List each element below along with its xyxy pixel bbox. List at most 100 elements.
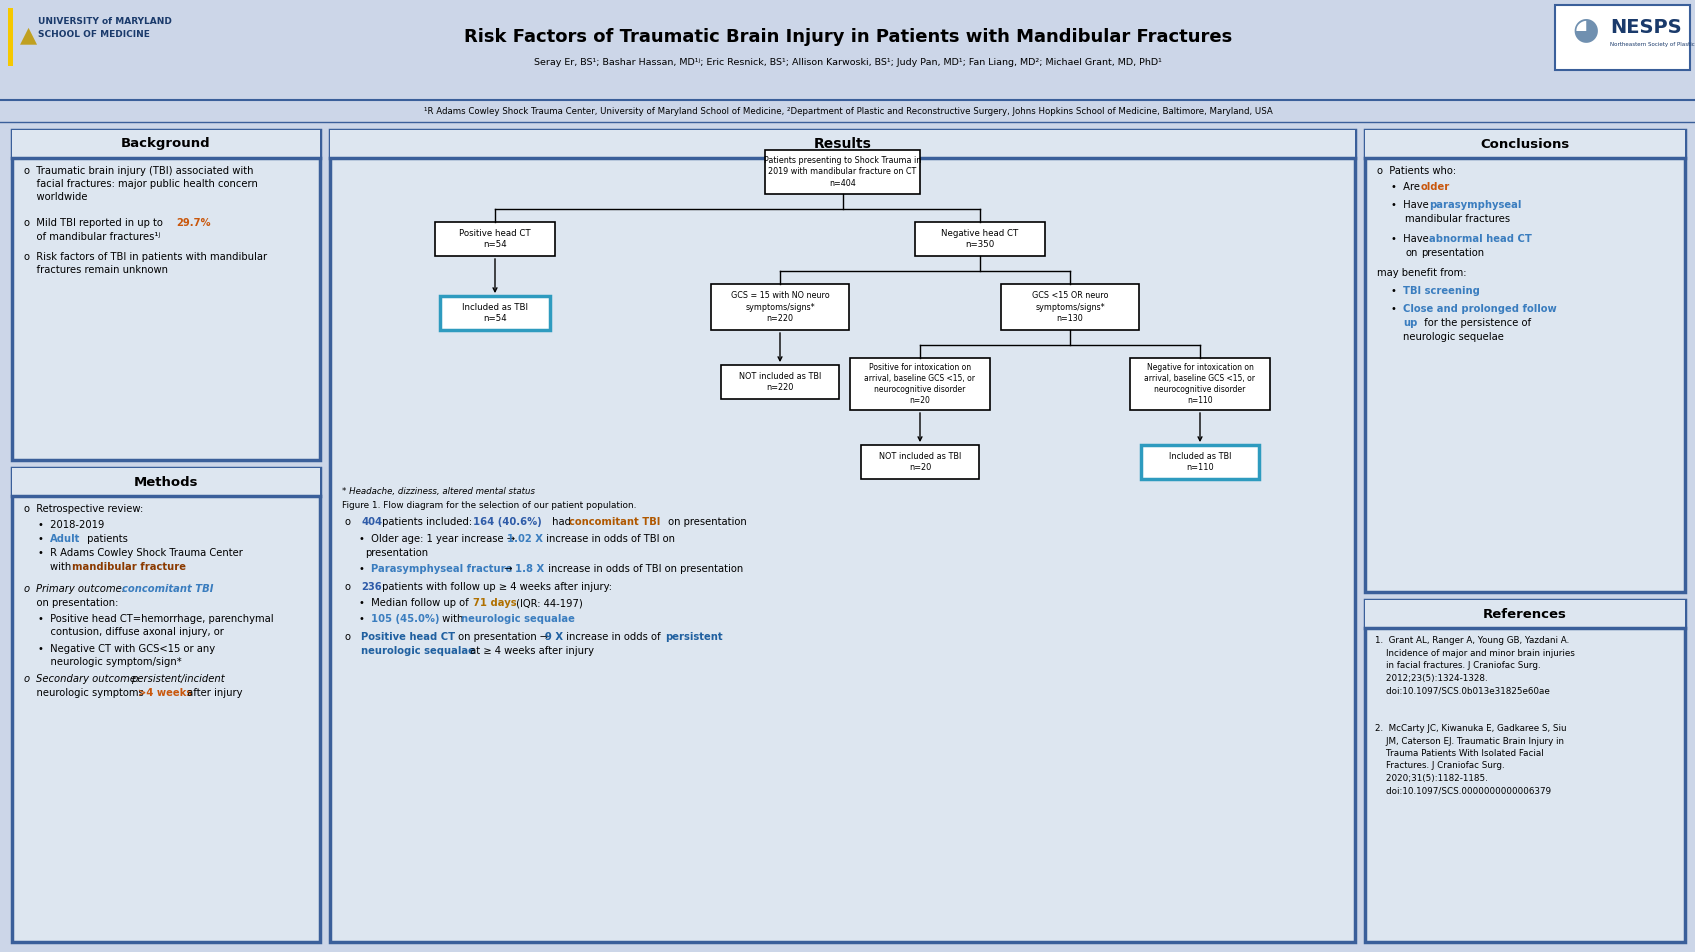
Text: presentation: presentation <box>1420 248 1485 258</box>
Text: Results: Results <box>814 137 871 151</box>
Text: →: → <box>502 564 515 574</box>
Text: increase in odds of TBI on: increase in odds of TBI on <box>542 534 675 544</box>
Text: Positive head CT: Positive head CT <box>361 632 456 642</box>
Text: •  R Adams Cowley Shock Trauma Center: • R Adams Cowley Shock Trauma Center <box>37 548 242 558</box>
Text: •  Are: • Are <box>1392 182 1424 192</box>
FancyBboxPatch shape <box>1141 445 1259 479</box>
FancyBboxPatch shape <box>12 130 320 460</box>
Text: •  Have: • Have <box>1392 234 1432 244</box>
Text: GCS = 15 with NO neuro
symptoms/signs*
n=220: GCS = 15 with NO neuro symptoms/signs* n… <box>731 291 829 323</box>
Text: increase in odds of TBI on presentation: increase in odds of TBI on presentation <box>546 564 742 574</box>
Text: after injury: after injury <box>185 688 242 698</box>
Text: References: References <box>1483 607 1566 621</box>
Text: NOT included as TBI
n=220: NOT included as TBI n=220 <box>739 372 820 392</box>
Text: •  Median follow up of: • Median follow up of <box>359 598 471 608</box>
Text: Primary outcome:: Primary outcome: <box>36 584 129 594</box>
Text: persistent/incident: persistent/incident <box>131 674 225 684</box>
Text: TBI screening: TBI screening <box>1403 286 1480 296</box>
Text: Conclusions: Conclusions <box>1480 137 1570 150</box>
Text: neurologic symptoms: neurologic symptoms <box>24 688 147 698</box>
FancyBboxPatch shape <box>1131 358 1270 410</box>
Text: neurologic sequalae: neurologic sequalae <box>361 646 475 656</box>
Text: UNIVERSITY of MARYLAND: UNIVERSITY of MARYLAND <box>37 17 171 26</box>
Text: * Headache, dizziness, altered mental status: * Headache, dizziness, altered mental st… <box>342 487 536 496</box>
Text: •: • <box>1392 304 1403 314</box>
Text: on: on <box>1405 248 1417 258</box>
FancyBboxPatch shape <box>8 8 14 66</box>
Text: with: with <box>439 614 466 624</box>
FancyBboxPatch shape <box>331 130 1354 942</box>
Text: patients: patients <box>85 534 127 544</box>
Text: may benefit from:: may benefit from: <box>1376 268 1466 278</box>
Text: 1.02 X: 1.02 X <box>507 534 542 544</box>
Text: for the persistence of: for the persistence of <box>1420 318 1531 328</box>
FancyBboxPatch shape <box>12 130 320 158</box>
Text: patients included:: patients included: <box>380 517 475 527</box>
Text: Positive head CT
n=54: Positive head CT n=54 <box>459 228 531 249</box>
Text: 9 X: 9 X <box>546 632 563 642</box>
Text: mandibular fracture: mandibular fracture <box>71 562 186 572</box>
FancyBboxPatch shape <box>436 222 554 256</box>
Text: •  Older age: 1 year increase →: • Older age: 1 year increase → <box>359 534 519 544</box>
Text: ▲: ▲ <box>20 25 37 45</box>
Text: had: had <box>549 517 575 527</box>
Text: up: up <box>1403 318 1417 328</box>
Text: o: o <box>346 582 358 592</box>
FancyBboxPatch shape <box>0 100 1695 122</box>
Text: o  Risk factors of TBI in patients with mandibular
    fractures remain unknown: o Risk factors of TBI in patients with m… <box>24 252 268 275</box>
Text: 71 days: 71 days <box>473 598 517 608</box>
Text: concomitant TBI: concomitant TBI <box>122 584 214 594</box>
Text: at ≥ 4 weeks after injury: at ≥ 4 weeks after injury <box>468 646 593 656</box>
Text: 236: 236 <box>361 582 381 592</box>
Text: of mandibular fractures¹ʲ: of mandibular fractures¹ʲ <box>24 232 159 242</box>
Text: >4 weeks: >4 weeks <box>137 688 192 698</box>
FancyBboxPatch shape <box>1364 600 1685 628</box>
Text: Risk Factors of Traumatic Brain Injury in Patients with Mandibular Fractures: Risk Factors of Traumatic Brain Injury i… <box>464 28 1232 46</box>
FancyBboxPatch shape <box>1364 600 1685 942</box>
Text: persistent: persistent <box>664 632 722 642</box>
FancyBboxPatch shape <box>5 5 200 70</box>
FancyBboxPatch shape <box>1364 130 1685 158</box>
FancyBboxPatch shape <box>1554 5 1690 70</box>
FancyBboxPatch shape <box>331 130 1354 158</box>
Text: patients with follow up ≥ 4 weeks after injury:: patients with follow up ≥ 4 weeks after … <box>380 582 612 592</box>
Text: neurologic sequelae: neurologic sequelae <box>1403 332 1503 342</box>
Text: Negative head CT
n=350: Negative head CT n=350 <box>941 228 1019 249</box>
Text: •: • <box>359 564 371 574</box>
Text: o  Retrospective review:: o Retrospective review: <box>24 504 144 514</box>
Text: GCS <15 OR neuro
symptoms/signs*
n=130: GCS <15 OR neuro symptoms/signs* n=130 <box>1032 291 1109 323</box>
Text: on presentation:: on presentation: <box>24 598 119 608</box>
Text: on presentation: on presentation <box>664 517 747 527</box>
FancyBboxPatch shape <box>1002 284 1139 330</box>
Text: 1.  Grant AL, Ranger A, Young GB, Yazdani A.
    Incidence of major and minor br: 1. Grant AL, Ranger A, Young GB, Yazdani… <box>1375 636 1575 695</box>
Text: Background: Background <box>120 137 210 150</box>
Text: 105 (45.0%): 105 (45.0%) <box>371 614 439 624</box>
Text: •: • <box>359 614 371 624</box>
Text: SCHOOL OF MEDICINE: SCHOOL OF MEDICINE <box>37 30 149 39</box>
Text: 2.  McCarty JC, Kiwanuka E, Gadkaree S, Siu
    JM, Caterson EJ. Traumatic Brain: 2. McCarty JC, Kiwanuka E, Gadkaree S, S… <box>1375 724 1566 796</box>
Text: parasymphyseal: parasymphyseal <box>1429 200 1522 210</box>
Text: Included as TBI
n=54: Included as TBI n=54 <box>463 303 529 323</box>
Text: 404: 404 <box>361 517 381 527</box>
FancyBboxPatch shape <box>441 296 549 330</box>
Text: 1.8 X: 1.8 X <box>515 564 544 574</box>
Text: with: with <box>49 562 75 572</box>
Text: Positive for intoxication on
arrival, baseline GCS <15, or
neurocognitive disord: Positive for intoxication on arrival, ba… <box>864 363 976 406</box>
Text: concomitant TBI: concomitant TBI <box>570 517 661 527</box>
FancyBboxPatch shape <box>764 150 920 194</box>
Text: •  Positive head CT=hemorrhage, parenchymal
    contusion, diffuse axonal injury: • Positive head CT=hemorrhage, parenchym… <box>37 614 273 637</box>
Text: o: o <box>24 674 36 684</box>
Text: 164 (40.6%): 164 (40.6%) <box>473 517 542 527</box>
Text: on presentation →: on presentation → <box>454 632 551 642</box>
Text: o  Traumatic brain injury (TBI) associated with
    facial fractures: major publ: o Traumatic brain injury (TBI) associate… <box>24 166 258 202</box>
Text: Secondary outcome:: Secondary outcome: <box>36 674 142 684</box>
Text: 29.7%: 29.7% <box>176 218 210 228</box>
Text: ◕: ◕ <box>1571 15 1598 44</box>
FancyBboxPatch shape <box>710 284 849 330</box>
Text: Negative for intoxication on
arrival, baseline GCS <15, or
neurocognitive disord: Negative for intoxication on arrival, ba… <box>1144 363 1256 406</box>
Text: o  Mild TBI reported in up to: o Mild TBI reported in up to <box>24 218 166 228</box>
Text: •: • <box>1392 286 1403 296</box>
FancyBboxPatch shape <box>12 468 320 496</box>
Text: Adult: Adult <box>49 534 80 544</box>
Text: increase in odds of: increase in odds of <box>563 632 664 642</box>
